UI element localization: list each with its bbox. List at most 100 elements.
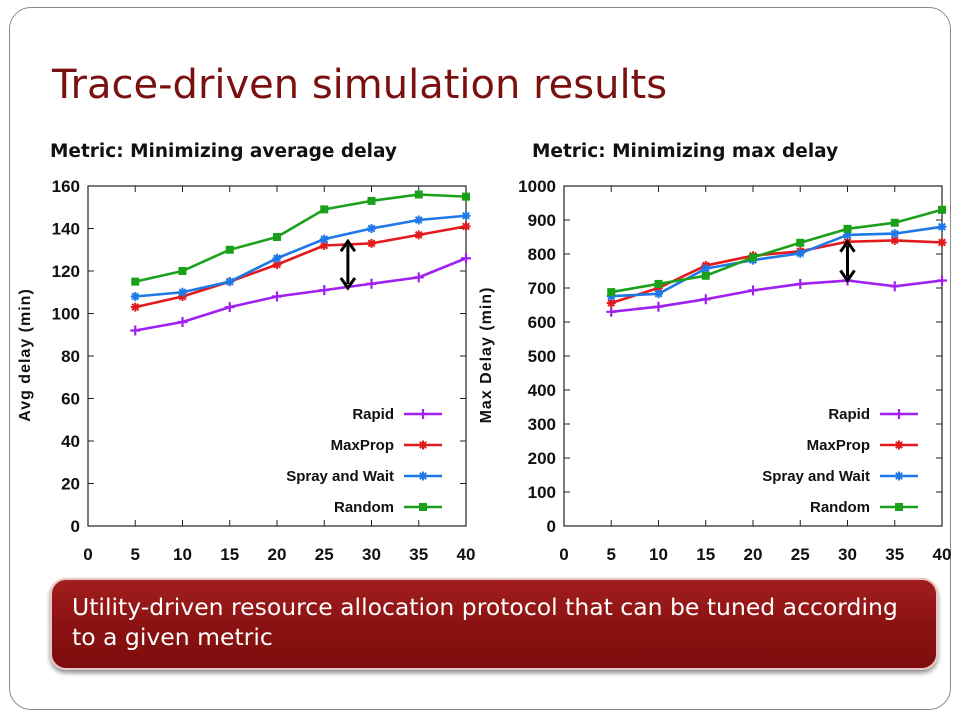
data-point — [843, 230, 852, 240]
gap-arrow-head-bottom — [839, 269, 856, 284]
series-line — [134, 193, 467, 283]
data-point — [130, 292, 140, 301]
data-point — [795, 248, 805, 258]
max-delay-chart: 0 100 200 300 400 500 600 700 800 900 1000 0 5 10 15 20… — [478, 177, 952, 564]
legend-marker — [418, 440, 428, 450]
x-tick-label: 10 — [649, 545, 668, 564]
legend-label: Rapid — [828, 406, 870, 423]
data-point — [178, 287, 187, 297]
data-point — [796, 238, 805, 247]
data-point — [748, 285, 758, 296]
series-line — [610, 239, 943, 305]
data-point — [272, 253, 282, 263]
x-tick-label: 20 — [744, 545, 763, 564]
series-line — [135, 214, 467, 298]
y-tick-label: 60 — [61, 390, 80, 409]
legend-marker — [895, 503, 903, 511]
data-point — [319, 234, 329, 244]
data-point — [130, 325, 141, 336]
data-point — [366, 278, 377, 289]
legend-label: Spray and Wait — [286, 468, 394, 485]
series-random — [131, 190, 470, 286]
data-point — [937, 275, 947, 286]
data-point — [461, 211, 471, 221]
x-tick-label: 5 — [131, 545, 140, 564]
legend-marker — [894, 471, 904, 481]
data-point — [653, 301, 664, 312]
y-tick-label: 500 — [528, 347, 556, 366]
legend-marker — [894, 409, 904, 419]
x-tick-label: 15 — [220, 545, 239, 564]
x-tick-label: 35 — [409, 545, 428, 564]
data-point — [319, 285, 330, 296]
y-tick-label: 600 — [528, 313, 556, 332]
series-line — [611, 225, 943, 298]
legend-label: MaxProp — [331, 437, 394, 454]
series-line — [134, 225, 467, 309]
slide-title: Trace-driven simulation results — [52, 62, 668, 108]
data-point — [273, 233, 281, 241]
data-point — [700, 294, 711, 305]
data-point — [413, 272, 424, 283]
avg-delay-chart: 0 20 40 60 80 100 120 140 160 0 5 10 15 20 25 30 35 40 Avg… — [17, 177, 476, 564]
data-point — [177, 317, 188, 327]
series-line — [611, 208, 943, 294]
data-point — [890, 229, 900, 239]
y-tick-label: 700 — [528, 279, 556, 298]
y-tick-label: 100 — [52, 305, 80, 324]
data-point — [224, 302, 235, 313]
series-line — [611, 279, 943, 314]
legend-marker — [418, 409, 428, 419]
x-tick-label: 40 — [457, 545, 476, 564]
data-point — [319, 241, 329, 250]
right-chart-title: Metric: Minimizing max delay — [532, 141, 839, 162]
data-point — [654, 279, 663, 288]
data-point — [749, 253, 757, 262]
data-point — [272, 260, 282, 270]
data-point — [130, 302, 140, 312]
y-tick-label: 40 — [61, 432, 80, 451]
gap-arrow-head-top — [839, 239, 856, 253]
data-point — [225, 277, 235, 287]
legend-label: Random — [810, 499, 870, 516]
legend-label: Rapid — [352, 406, 394, 423]
x-tick-label: 15 — [696, 545, 715, 564]
data-point — [606, 291, 616, 301]
x-tick-label: 30 — [362, 545, 381, 564]
y-tick-label: 800 — [528, 245, 556, 264]
data-point — [320, 205, 329, 214]
y-axis-title: Avg delay (min) — [17, 288, 34, 422]
series-line — [135, 257, 467, 332]
data-point — [461, 253, 471, 264]
x-tick-label: 20 — [268, 545, 287, 564]
y-tick-label: 160 — [52, 177, 80, 196]
data-point — [890, 218, 899, 227]
data-point — [889, 281, 900, 292]
data-point — [462, 192, 470, 201]
x-tick-label: 10 — [173, 545, 192, 564]
x-tick-label: 25 — [791, 545, 810, 564]
y-tick-label: 80 — [61, 347, 80, 366]
data-point — [414, 215, 424, 225]
data-point — [461, 221, 471, 231]
y-tick-label: 0 — [547, 517, 556, 536]
data-point — [606, 298, 616, 308]
callout-text: Utility-driven resource allocation proto… — [72, 593, 898, 651]
y-tick-label: 140 — [52, 220, 80, 239]
data-point — [225, 245, 234, 254]
y-tick-label: 0 — [71, 517, 80, 536]
data-point — [367, 196, 376, 205]
y-tick-label: 900 — [528, 211, 556, 230]
x-tick-label: 35 — [885, 545, 904, 564]
legend-label: Spray and Wait — [762, 468, 870, 485]
data-point — [414, 230, 424, 240]
y-axis-title: Max Delay (min) — [478, 287, 495, 424]
legend-label: MaxProp — [807, 437, 870, 454]
data-point — [367, 224, 376, 233]
legend-marker — [418, 471, 428, 481]
series-rapid — [606, 275, 947, 317]
x-tick-label: 40 — [933, 545, 952, 564]
y-tick-label: 120 — [52, 262, 80, 281]
y-tick-label: 100 — [528, 483, 556, 502]
data-point — [272, 291, 282, 302]
